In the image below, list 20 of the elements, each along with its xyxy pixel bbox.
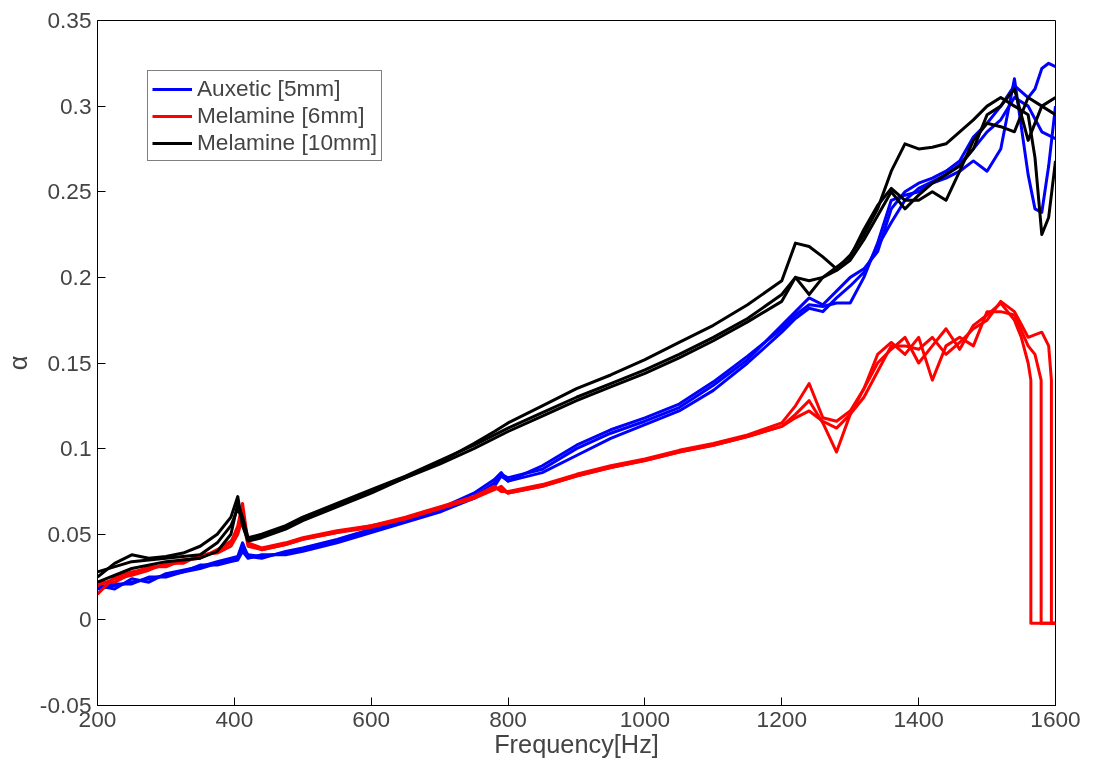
y-tick-label: 0.05 [47, 520, 92, 547]
x-tick-label: 1200 [756, 705, 807, 732]
x-tick-label: 1600 [1030, 705, 1081, 732]
x-tick-label: 800 [489, 705, 527, 732]
x-tick-label: 600 [352, 705, 391, 732]
x-tick-label: 400 [215, 705, 254, 732]
y-tick-label: 0.1 [60, 435, 92, 462]
legend-label: Melamine [6mm] [197, 102, 365, 129]
x-tick-label: 1400 [893, 705, 944, 732]
y-tick-label: 0 [78, 606, 92, 633]
legend-label: Auxetic [5mm] [197, 75, 341, 102]
y-axis-title: α [3, 355, 32, 371]
y-tick-label: 0.35 [47, 7, 92, 33]
y-tick-label: 0.25 [47, 178, 92, 205]
y-tick-label: 0.2 [60, 263, 92, 290]
y-tick-label: 0.3 [60, 92, 92, 119]
legend-label: Melamine [10mm] [197, 129, 378, 156]
x-axis-title: Frequency[Hz] [494, 729, 659, 758]
y-tick-label: 0.15 [47, 349, 92, 376]
x-tick-label: 1000 [619, 705, 671, 732]
